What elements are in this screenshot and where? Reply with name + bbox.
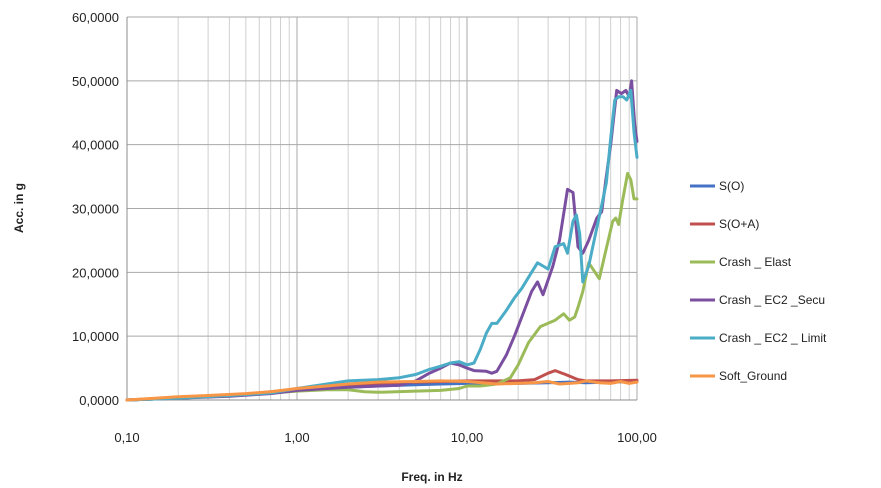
x-axis-title: Freq. in Hz bbox=[401, 470, 462, 484]
legend-label-crash-ec2-limit: Crash _ EC2 _ Limit bbox=[719, 331, 827, 345]
series-line-crash-elast bbox=[125, 171, 639, 402]
series-line-crash-ec2-limit bbox=[125, 88, 639, 402]
y-tick-label: 0,0000 bbox=[79, 393, 119, 408]
legend-label-s-o-a: S(O+A) bbox=[719, 217, 759, 231]
y-tick-label: 10,0000 bbox=[72, 329, 119, 344]
x-tick-label: 100,00 bbox=[617, 430, 657, 445]
legend: S(O) S(O+A) Crash _ Elast Crash _ EC2 _Secu… bbox=[690, 179, 827, 383]
series-line-soft-ground bbox=[125, 379, 639, 402]
y-tick-label: 50,0000 bbox=[72, 74, 119, 89]
y-axis-ticks: 0,0000 10,0000 20,0000 30,0000 40,0000 50,000… bbox=[72, 10, 119, 408]
legend-label-s-o: S(O) bbox=[719, 179, 744, 193]
y-tick-label: 30,0000 bbox=[72, 202, 119, 217]
y-tick-label: 40,0000 bbox=[72, 138, 119, 153]
legend-label-soft-ground: Soft_Ground bbox=[719, 369, 787, 383]
y-axis-title: Acc. in g bbox=[12, 183, 26, 233]
x-tick-label: 10,00 bbox=[451, 430, 484, 445]
plot-frame bbox=[126, 17, 637, 401]
legend-label-crash-ec2-secu: Crash _ EC2 _Secu bbox=[719, 293, 825, 307]
x-tick-label: 0,10 bbox=[114, 430, 139, 445]
grid bbox=[126, 16, 638, 401]
y-tick-label: 60,0000 bbox=[72, 10, 119, 25]
x-axis-ticks: 0,10 1,00 10,00 100,00 bbox=[114, 430, 657, 445]
x-tick-label: 1,00 bbox=[284, 430, 309, 445]
series-layer bbox=[125, 79, 639, 402]
legend-label-crash-elast: Crash _ Elast bbox=[719, 255, 792, 269]
y-tick-label: 20,0000 bbox=[72, 265, 119, 280]
